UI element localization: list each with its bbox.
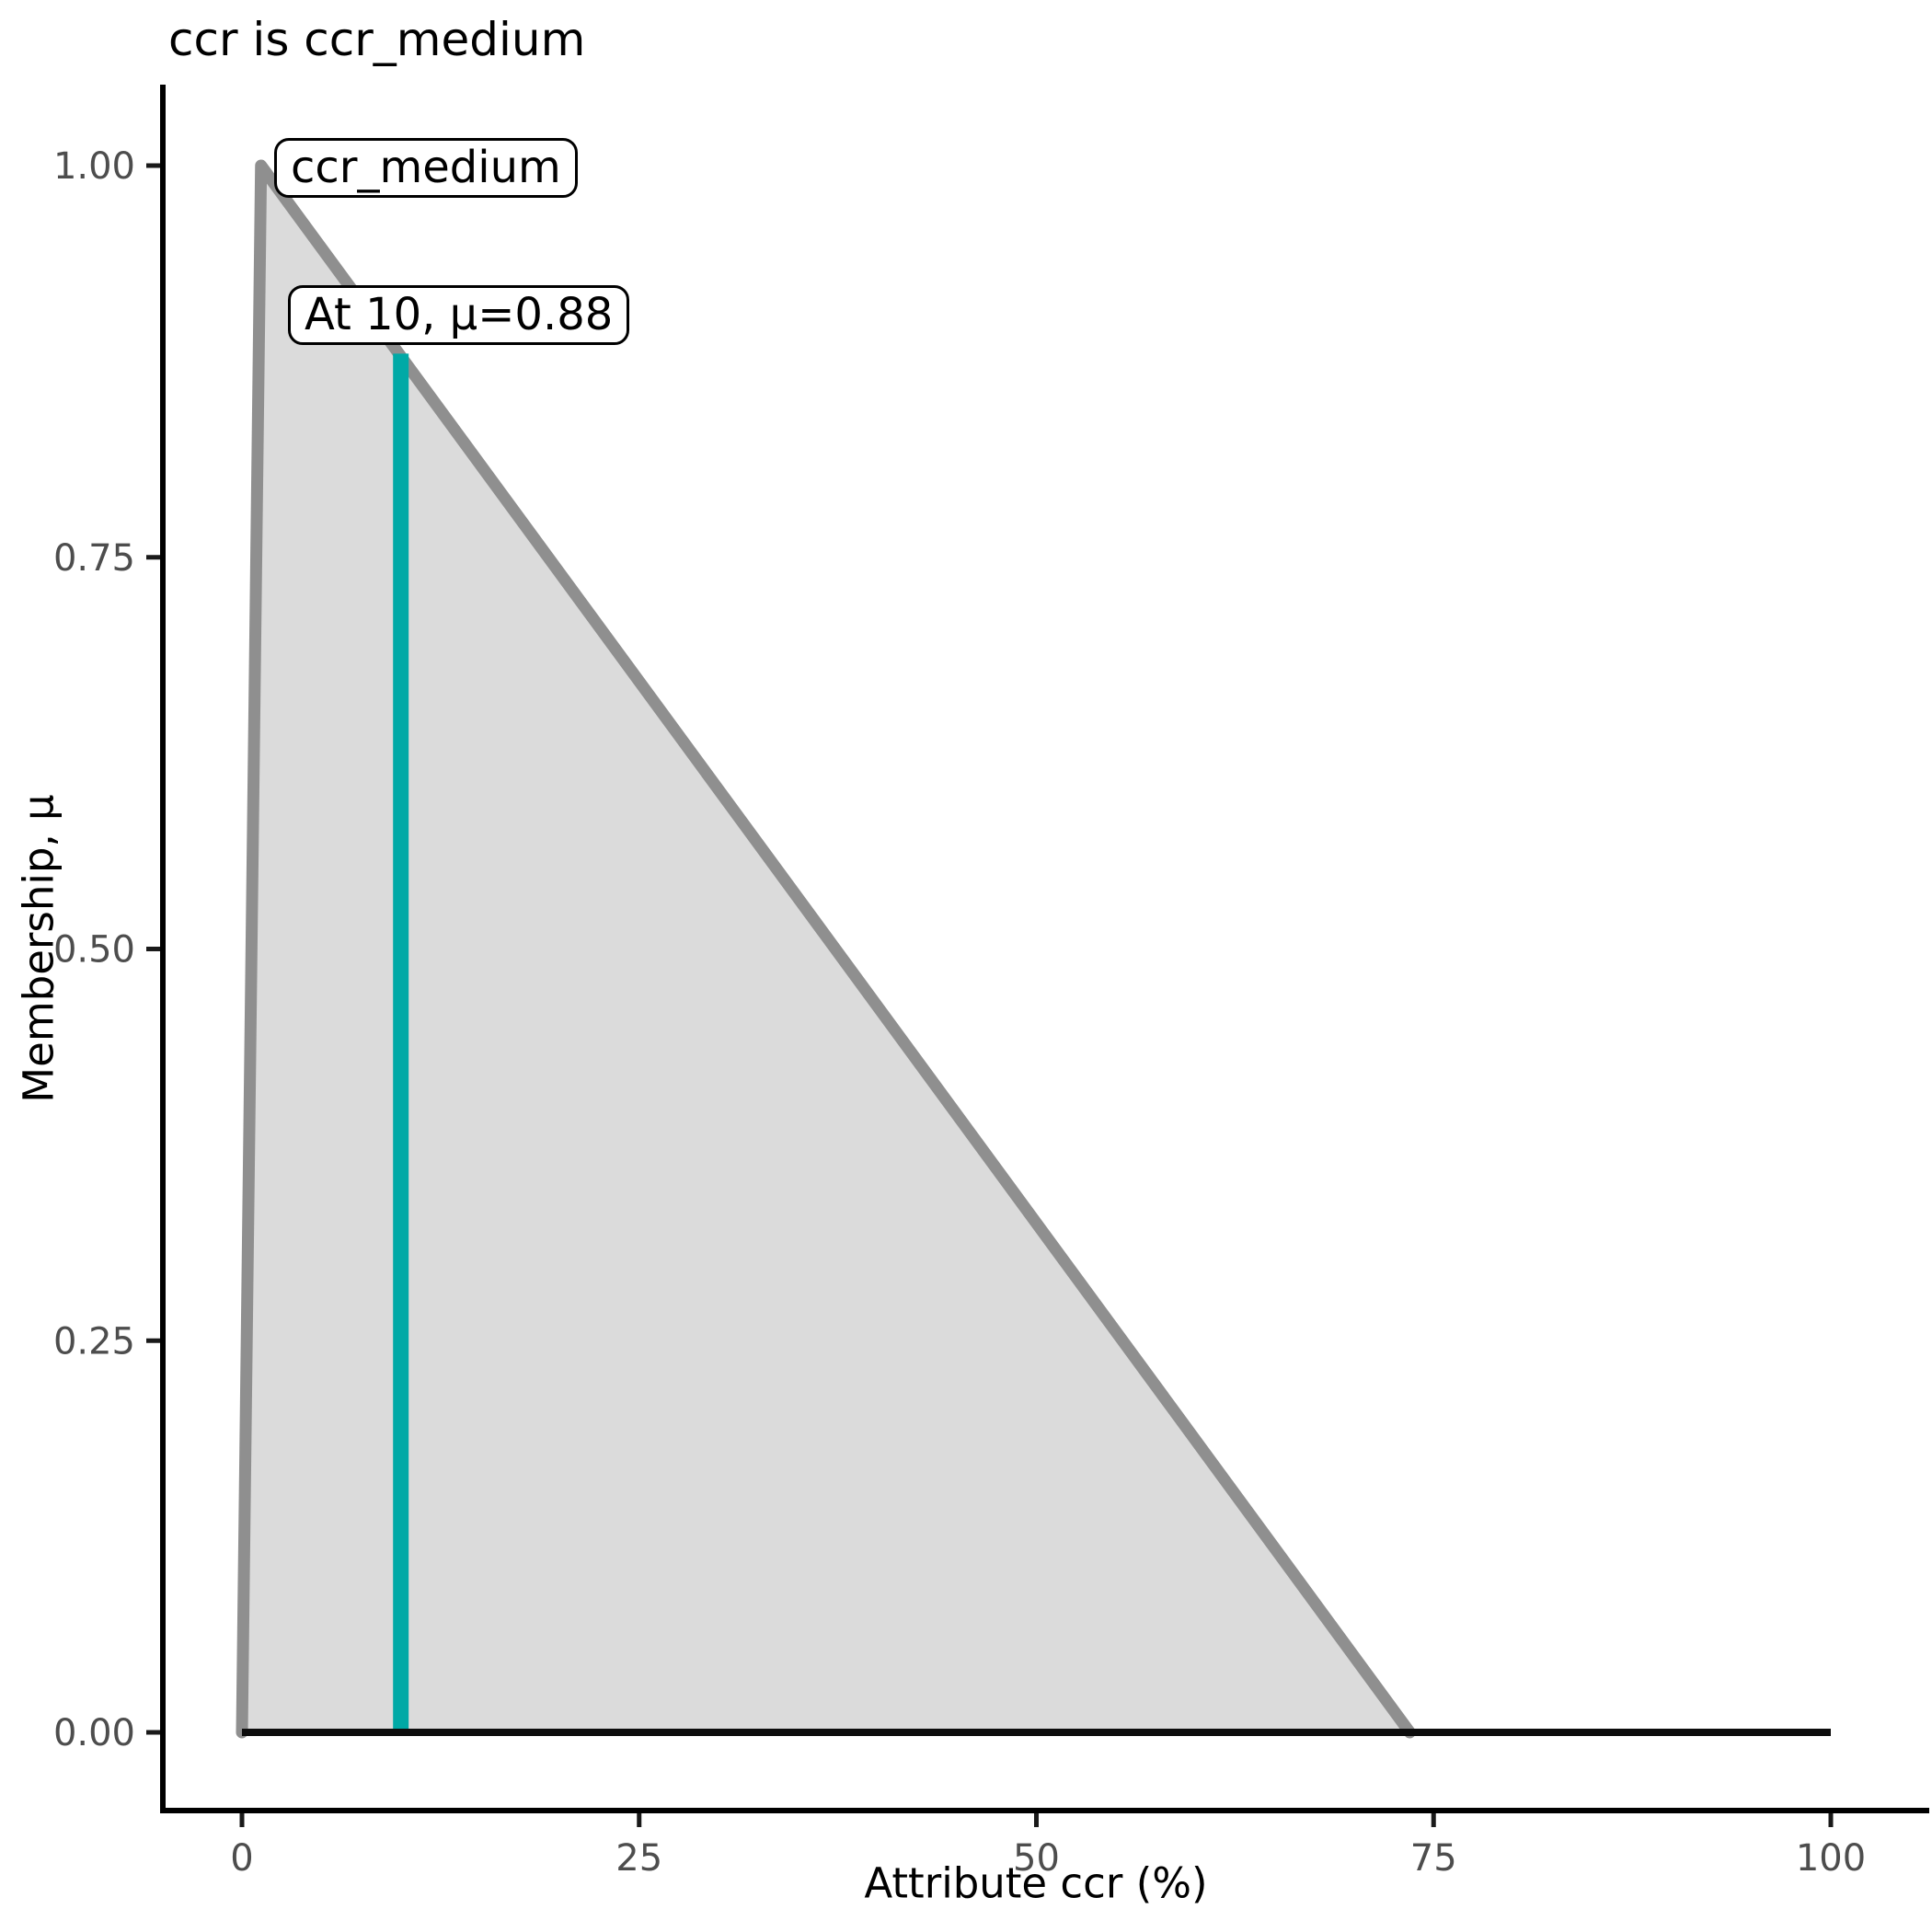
x-tick-label: 100	[1796, 1837, 1866, 1880]
x-axis-title: Attribute ccr (%)	[864, 1858, 1208, 1908]
y-tick-label: 0.25	[53, 1320, 135, 1363]
x-tick-label: 0	[230, 1837, 253, 1880]
y-tick-label: 0.75	[53, 537, 135, 580]
y-tick-label: 0.00	[53, 1712, 135, 1754]
y-tick-label: 0.50	[53, 929, 135, 972]
x-tick-label: 50	[1013, 1837, 1060, 1880]
y-axis-title: Membership, μ	[14, 794, 63, 1103]
membership-curve	[236, 159, 1416, 1739]
y-tick-label: 1.00	[53, 145, 135, 188]
x-tick-label: 75	[1410, 1837, 1457, 1880]
x-tick-label: 25	[615, 1837, 662, 1880]
membership-set-label: ccr_medium	[274, 138, 578, 198]
chart-title: ccr is ccr_medium	[168, 13, 586, 66]
evaluation-value-label: At 10, μ=0.88	[288, 285, 630, 345]
